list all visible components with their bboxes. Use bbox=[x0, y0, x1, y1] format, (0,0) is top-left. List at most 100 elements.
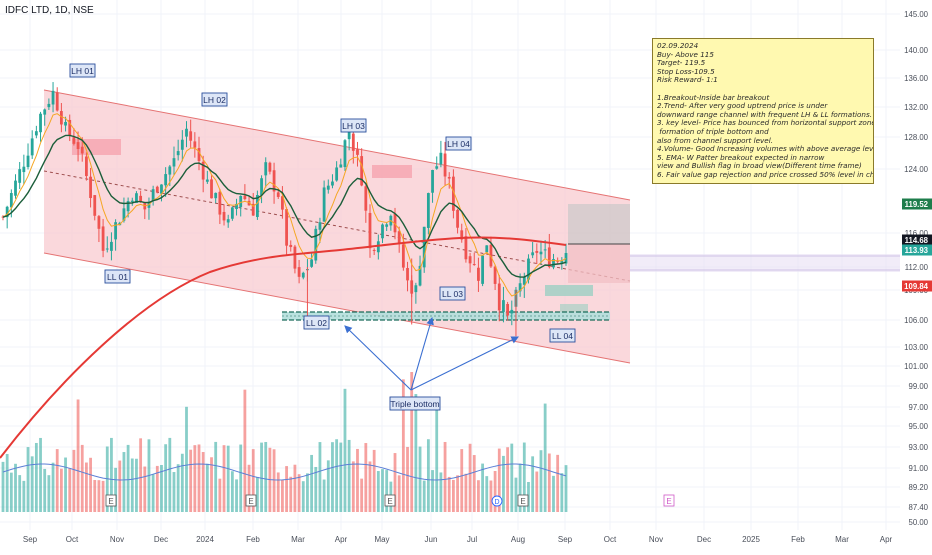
candle-body bbox=[214, 192, 218, 199]
candle-body bbox=[160, 184, 163, 194]
volume-bar bbox=[247, 464, 251, 512]
candle bbox=[239, 195, 243, 217]
volume-bar bbox=[235, 479, 238, 512]
candle bbox=[160, 184, 163, 202]
volume-bar bbox=[297, 474, 301, 512]
volume-bar bbox=[118, 460, 122, 512]
volume-bar bbox=[535, 471, 539, 512]
candle bbox=[30, 130, 34, 159]
candle-body bbox=[164, 174, 168, 186]
earnings-marker-box bbox=[663, 494, 675, 507]
fvg-box bbox=[560, 304, 588, 312]
volume-bar bbox=[180, 453, 184, 512]
candle-body bbox=[243, 195, 247, 200]
candle bbox=[101, 218, 105, 258]
candle-body bbox=[547, 247, 551, 268]
candle bbox=[489, 236, 493, 268]
ema-20-line bbox=[2, 113, 567, 297]
channel-upper-line bbox=[43, 89, 631, 201]
candle-body bbox=[393, 213, 397, 233]
price-badge-value: 109.84 bbox=[904, 282, 929, 291]
price-tick-label: 103.00 bbox=[904, 343, 929, 352]
volume-bar bbox=[126, 444, 130, 512]
volume-bar bbox=[55, 449, 59, 512]
candle-body bbox=[18, 169, 22, 183]
volume-bar bbox=[318, 442, 322, 512]
candle-body bbox=[293, 246, 297, 269]
volume-bar bbox=[289, 476, 293, 512]
candle bbox=[189, 119, 193, 148]
candle-body bbox=[272, 170, 276, 192]
candle bbox=[464, 228, 468, 263]
swing-label: LH 04 bbox=[445, 136, 472, 151]
swing-label: LL 04 bbox=[549, 328, 576, 343]
earnings-marker-label: E bbox=[387, 497, 392, 506]
volume-bar bbox=[93, 480, 97, 512]
candle bbox=[497, 274, 501, 322]
swing-label: LL 03 bbox=[439, 286, 466, 301]
volume-bar bbox=[514, 477, 518, 512]
candle-body bbox=[418, 265, 422, 286]
swing-label-text: LL 03 bbox=[442, 289, 463, 299]
volume-bar bbox=[381, 469, 384, 512]
swing-label-box bbox=[201, 92, 228, 107]
candle bbox=[97, 215, 101, 243]
volume-bar bbox=[59, 468, 63, 512]
price-tick-label: 93.00 bbox=[908, 443, 928, 452]
trade-annotation-note[interactable]: 02.09.2024 Buy- Above 115 Target- 119.5 … bbox=[652, 38, 874, 184]
candle bbox=[485, 245, 489, 253]
candle bbox=[456, 208, 459, 234]
candle bbox=[260, 175, 263, 204]
volume-bar bbox=[281, 479, 284, 512]
volume-bar bbox=[168, 437, 172, 512]
candle bbox=[197, 136, 201, 171]
volume-bar bbox=[368, 461, 372, 512]
candle-body bbox=[485, 245, 489, 253]
candle bbox=[343, 139, 347, 171]
price-axis-bg bbox=[900, 0, 932, 530]
channel-lower-line bbox=[43, 252, 631, 364]
earnings-marker-label: E bbox=[520, 497, 525, 506]
volume-bar bbox=[347, 439, 351, 512]
candle-body bbox=[560, 260, 564, 264]
volume-bar bbox=[43, 468, 47, 512]
candle bbox=[176, 139, 180, 161]
volume-bar bbox=[477, 480, 480, 512]
time-tick-label: Sep bbox=[558, 535, 573, 544]
dividend-marker-label: D bbox=[494, 499, 499, 506]
candle-body bbox=[552, 259, 555, 268]
candle bbox=[510, 300, 514, 326]
volume-bar bbox=[172, 472, 176, 512]
channel-fill bbox=[44, 90, 630, 363]
price-badge-bg bbox=[902, 280, 932, 292]
earnings-marker: E bbox=[105, 494, 117, 507]
volume-bar bbox=[331, 442, 334, 512]
swing-label-text: LL 04 bbox=[552, 331, 573, 341]
candle bbox=[381, 223, 384, 244]
symbol-title: IDFC LTD, 1D, NSE bbox=[5, 5, 94, 16]
candle bbox=[18, 162, 22, 190]
candle bbox=[281, 186, 284, 219]
candle-body bbox=[322, 187, 326, 222]
earnings-marker: E bbox=[245, 494, 257, 507]
candle-body bbox=[510, 309, 514, 314]
candle bbox=[435, 156, 439, 170]
candle-body bbox=[556, 260, 560, 262]
candle-body bbox=[381, 224, 384, 239]
volume-bar bbox=[522, 442, 526, 512]
candle-body bbox=[189, 131, 193, 141]
price-tick-label: 91.00 bbox=[908, 464, 928, 473]
candle-body bbox=[472, 264, 476, 266]
volume-bar bbox=[160, 464, 163, 512]
volume-bar bbox=[510, 443, 514, 512]
volume-bar bbox=[322, 479, 326, 512]
earnings-marker-box bbox=[245, 494, 257, 507]
candle-body bbox=[251, 203, 255, 216]
support-zone bbox=[282, 311, 610, 321]
candle-body bbox=[426, 193, 430, 228]
pattern-label-box bbox=[389, 396, 441, 411]
volume-bar bbox=[143, 466, 147, 512]
candle bbox=[255, 190, 259, 220]
candle-body bbox=[401, 244, 405, 268]
time-tick-label: Nov bbox=[110, 535, 124, 544]
